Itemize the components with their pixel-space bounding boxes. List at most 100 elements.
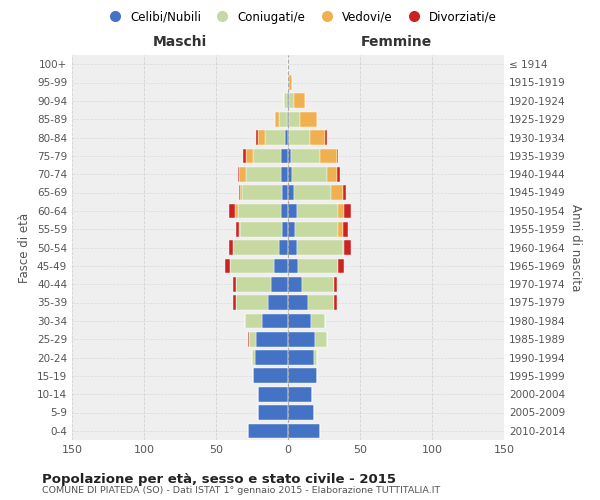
Bar [288,277,302,291]
Y-axis label: Fasce di età: Fasce di età [19,212,31,282]
Bar [295,222,338,236]
Bar [248,424,288,438]
Bar [236,277,271,291]
Bar [287,112,288,126]
Bar [320,148,337,163]
Bar [288,204,296,218]
Bar [296,240,343,255]
Bar [233,295,236,310]
Bar [288,332,316,346]
Bar [249,332,256,346]
Bar [255,350,288,365]
Bar [288,314,311,328]
Bar [289,130,310,145]
Bar [275,112,280,126]
Bar [268,295,288,310]
Bar [287,94,288,108]
Bar [284,94,287,108]
Bar [288,295,308,310]
Bar [311,314,325,328]
Bar [343,222,349,236]
Bar [258,387,288,402]
Bar [325,130,327,145]
Bar [253,148,281,163]
Bar [310,130,325,145]
Bar [288,258,298,273]
Bar [296,204,338,218]
Bar [224,258,230,273]
Bar [294,94,305,108]
Bar [238,167,239,182]
Bar [338,204,344,218]
Bar [229,240,233,255]
Bar [238,204,281,218]
Bar [241,185,242,200]
Bar [233,240,280,255]
Bar [288,350,314,365]
Bar [288,368,317,383]
Bar [280,240,288,255]
Bar [294,185,331,200]
Bar [258,130,265,145]
Bar [338,258,344,273]
Bar [244,148,246,163]
Bar [289,75,292,90]
Bar [274,258,288,273]
Bar [245,314,262,328]
Bar [256,130,258,145]
Bar [239,167,246,182]
Bar [337,148,338,163]
Bar [282,222,288,236]
Bar [298,258,338,273]
Bar [299,112,317,126]
Bar [288,185,294,200]
Bar [302,277,334,291]
Bar [235,204,238,218]
Bar [288,424,320,438]
Bar [288,112,289,126]
Bar [288,240,296,255]
Bar [289,112,299,126]
Bar [281,204,288,218]
Bar [289,94,294,108]
Bar [236,222,239,236]
Text: COMUNE DI PIATEDA (SO) - Dati ISTAT 1° gennaio 2015 - Elaborazione TUTTITALIA.IT: COMUNE DI PIATEDA (SO) - Dati ISTAT 1° g… [42,486,440,495]
Bar [288,387,313,402]
Bar [241,222,282,236]
Y-axis label: Anni di nascita: Anni di nascita [569,204,582,291]
Text: Femmine: Femmine [361,36,431,50]
Bar [343,185,346,200]
Bar [291,148,320,163]
Bar [288,405,314,420]
Bar [242,185,282,200]
Bar [271,277,288,291]
Bar [239,185,241,200]
Bar [262,314,288,328]
Bar [334,295,337,310]
Bar [246,148,253,163]
Bar [314,350,317,365]
Bar [265,130,285,145]
Bar [281,167,288,182]
Bar [316,332,327,346]
Bar [327,167,337,182]
Bar [343,240,344,255]
Bar [337,167,340,182]
Bar [308,295,334,310]
Bar [239,222,241,236]
Text: Popolazione per età, sesso e stato civile - 2015: Popolazione per età, sesso e stato civil… [42,472,396,486]
Bar [229,204,235,218]
Bar [281,148,288,163]
Bar [338,222,343,236]
Bar [334,277,337,291]
Bar [230,258,274,273]
Legend: Celibi/Nubili, Coniugati/e, Vedovi/e, Divorziati/e: Celibi/Nubili, Coniugati/e, Vedovi/e, Di… [98,6,502,28]
Bar [288,167,292,182]
Bar [288,222,295,236]
Bar [288,75,289,90]
Bar [253,368,288,383]
Bar [344,204,352,218]
Bar [282,185,288,200]
Bar [236,295,268,310]
Text: Maschi: Maschi [153,36,207,50]
